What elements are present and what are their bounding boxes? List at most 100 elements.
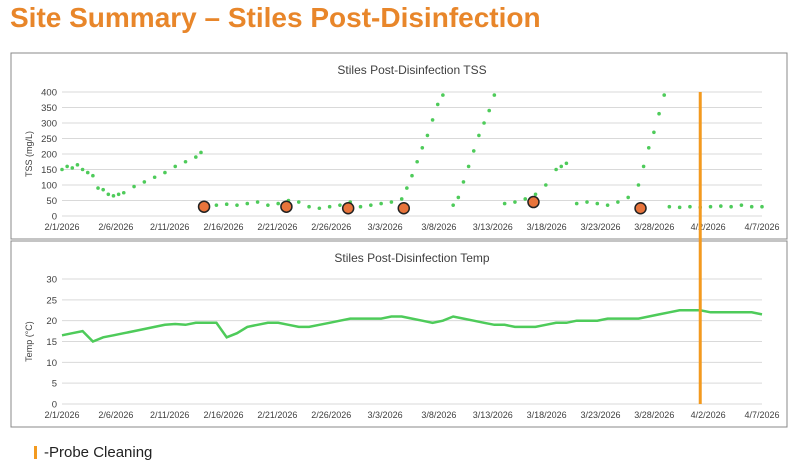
tss-data-point (194, 155, 198, 159)
temp-y-tick-label: 30 (46, 275, 57, 286)
tss-data-point (595, 201, 600, 206)
tss-data-point (652, 130, 656, 135)
tss-data-point (65, 164, 69, 169)
tss-data-point (677, 205, 682, 210)
temp-x-tick-label: 2/26/2026 (311, 410, 351, 420)
tss-data-point (91, 173, 95, 178)
tss-data-point (101, 187, 105, 192)
temp-x-tick-label: 3/18/2026 (527, 410, 567, 420)
tss-x-tick-label: 4/7/2026 (744, 222, 779, 232)
tss-cleaning-dot (197, 200, 211, 213)
temp-x-tick-label: 2/6/2026 (98, 410, 133, 420)
probe-cleaning-legend-icon (34, 446, 37, 459)
tss-data-point (132, 184, 136, 189)
temp-x-tick-label: 3/3/2026 (368, 410, 403, 420)
tss-data-point (224, 202, 229, 207)
tss-data-point (533, 192, 538, 197)
tss-data-point (235, 203, 239, 207)
tss-chart-title: Stiles Post-Disinfection TSS (337, 63, 486, 77)
tss-data-point (327, 204, 332, 209)
tss-x-tick-label: 2/21/2026 (257, 222, 297, 232)
tss-data-point (657, 111, 661, 116)
tss-y-tick-label: 350 (41, 103, 57, 114)
tss-data-point (199, 150, 203, 155)
temp-x-tick-label: 3/23/2026 (580, 410, 620, 420)
temp-y-tick-label: 20 (46, 316, 57, 327)
legend-label: -Probe Cleaning (44, 444, 153, 461)
temp-series-line (61, 309, 763, 343)
temp-y-tick-label: 10 (46, 358, 57, 369)
tss-x-tick-label: 3/23/2026 (580, 222, 620, 232)
tss-data-point (688, 204, 692, 209)
tss-data-point (471, 149, 476, 153)
tss-data-point (554, 167, 558, 172)
tss-chart: Stiles Post-Disinfection TSS 0 50 100 150 200… (24, 63, 780, 232)
tss-data-point (96, 186, 100, 190)
tss-data-point (564, 161, 569, 166)
tss-data-point (389, 200, 394, 204)
temp-x-tick-label: 2/11/2026 (150, 410, 189, 420)
tss-data-point (461, 180, 466, 184)
tss-data-point (317, 206, 322, 211)
tss-cleaning-dot (634, 202, 647, 215)
tss-y-tick-label: 100 (41, 181, 57, 192)
tss-data-point (214, 203, 219, 207)
tss-data-point (662, 93, 667, 97)
tss-data-point (255, 200, 260, 204)
tss-data-point (276, 201, 280, 206)
tss-data-point (435, 102, 440, 107)
tss-data-point (379, 201, 383, 206)
tss-data-point (307, 204, 311, 209)
tss-data-point (492, 93, 497, 97)
tss-data-point (410, 173, 414, 178)
tss-y-tick-label: 400 (41, 88, 57, 99)
tss-data-point (441, 93, 445, 97)
tss-data-point (116, 192, 121, 197)
tss-y-tick-label: 200 (41, 150, 57, 161)
tss-cleaning-dot (341, 202, 355, 215)
temp-x-tick-label: 3/13/2026 (473, 410, 513, 420)
tss-data-point (626, 195, 630, 200)
temp-y-tick-label: 25 (46, 295, 57, 306)
tss-data-point (523, 197, 528, 201)
tss-y-tick-label: 0 (52, 212, 57, 223)
tss-data-point (60, 167, 64, 172)
slide-title: Site Summary – Stiles Post-Disinfection (10, 2, 541, 33)
tss-x-tick-label: 3/18/2026 (527, 222, 567, 232)
tss-data-point (152, 175, 157, 180)
tss-data-point (183, 159, 188, 164)
tss-data-point (466, 164, 471, 169)
tss-data-point (420, 146, 425, 150)
tss-data-point (80, 167, 85, 172)
tss-data-point (85, 170, 90, 175)
tss-data-point (399, 197, 404, 201)
tss-data-point (70, 166, 75, 170)
tss-x-tick-label: 2/26/2026 (311, 222, 351, 232)
tss-x-tick-label: 4/2/2026 (691, 222, 726, 232)
tss-y-tick-label: 300 (41, 119, 57, 130)
tss-data-point (482, 121, 486, 125)
tss-y-tick-label: 150 (41, 165, 57, 176)
tss-data-point (121, 190, 126, 195)
tss-x-tick-label: 3/13/2026 (473, 222, 513, 232)
tss-data-point (502, 201, 507, 206)
temp-x-tick-label: 4/2/2026 (691, 410, 726, 420)
tss-y-tick-label: 50 (46, 196, 57, 207)
tss-data-point (760, 204, 764, 209)
tss-x-tick-label: 3/8/2026 (421, 222, 456, 232)
legend: -Probe Cleaning (34, 444, 152, 461)
tss-data-point (646, 146, 651, 150)
tss-data-point (749, 204, 754, 209)
tss-data-point (173, 164, 178, 169)
temp-chart: Stiles Post-Disinfection Temp 0 5 10 15 20 25 3… (24, 251, 780, 420)
temp-x-tick-label: 2/16/2026 (204, 410, 244, 420)
tss-data-point (636, 183, 641, 187)
tss-data-point (111, 194, 116, 198)
tss-data-point (338, 203, 342, 207)
tss-data-point (559, 164, 564, 169)
temp-y-tick-label: 15 (46, 337, 57, 348)
tss-data-point (456, 195, 461, 200)
tss-data-point (369, 203, 373, 207)
temp-x-tick-label: 4/7/2026 (744, 410, 779, 420)
tss-data-point (739, 203, 744, 207)
